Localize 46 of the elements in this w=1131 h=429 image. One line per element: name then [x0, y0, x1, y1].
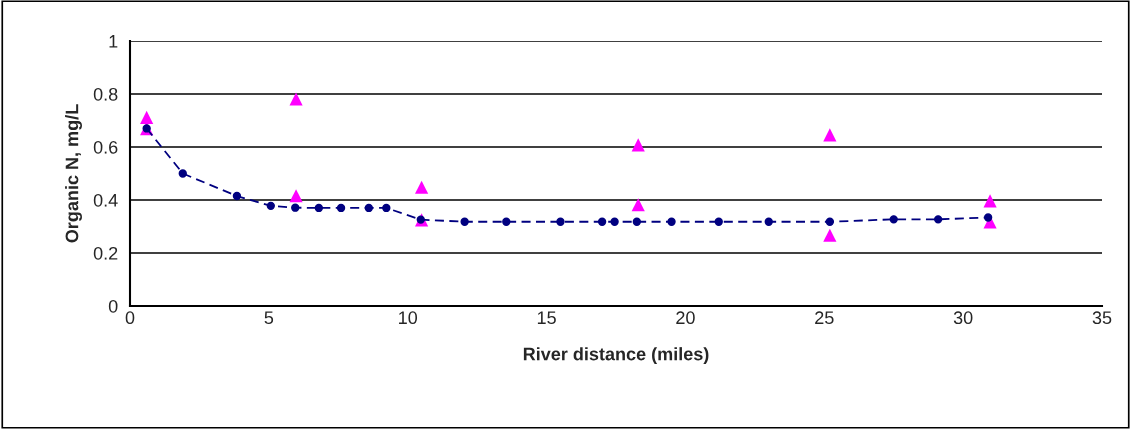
- x-tick-label: 35: [1092, 311, 1112, 325]
- point: [631, 198, 645, 212]
- x-tick-label: 0: [125, 311, 135, 325]
- x-axis-title: River distance (miles): [523, 347, 709, 364]
- y-tick-label: 0: [108, 299, 118, 313]
- point: [631, 138, 645, 152]
- y-tick-label: 0.2: [93, 246, 118, 260]
- point: [266, 201, 275, 210]
- point: [314, 203, 324, 213]
- y-axis-title: Organic N, mg/L: [65, 104, 82, 243]
- point: [597, 217, 607, 226]
- y-tick-label: 1: [109, 35, 118, 48]
- point: [289, 92, 303, 106]
- point: [460, 217, 469, 226]
- point: [667, 217, 676, 226]
- point: [825, 217, 835, 226]
- y-tick-label: 0.6: [93, 140, 118, 154]
- point: [140, 110, 154, 124]
- point: [289, 189, 303, 203]
- x-tick-label: 25: [815, 311, 834, 325]
- point: [889, 215, 898, 224]
- point: [415, 180, 429, 194]
- point: [502, 217, 511, 226]
- y-tick-label: 0.4: [93, 193, 118, 207]
- point: [382, 203, 391, 213]
- point: [291, 203, 300, 212]
- point: [364, 203, 374, 213]
- point: [933, 215, 943, 224]
- point: [823, 228, 837, 242]
- point: [178, 169, 187, 178]
- point: [336, 203, 346, 213]
- x-tick-label: 5: [264, 311, 274, 325]
- x-tick-label: 10: [399, 311, 418, 325]
- y-tick-label: 0.8: [93, 87, 118, 101]
- point: [556, 217, 565, 226]
- x-tick-label: 15: [537, 311, 556, 325]
- point: [232, 191, 242, 201]
- x-tick-label: 30: [953, 311, 973, 325]
- point: [764, 217, 773, 226]
- point: [714, 217, 723, 226]
- point: [823, 128, 837, 142]
- point: [983, 213, 993, 222]
- point: [610, 217, 619, 226]
- point: [632, 217, 641, 226]
- point: [983, 194, 997, 208]
- x-tick-label: 20: [676, 311, 695, 325]
